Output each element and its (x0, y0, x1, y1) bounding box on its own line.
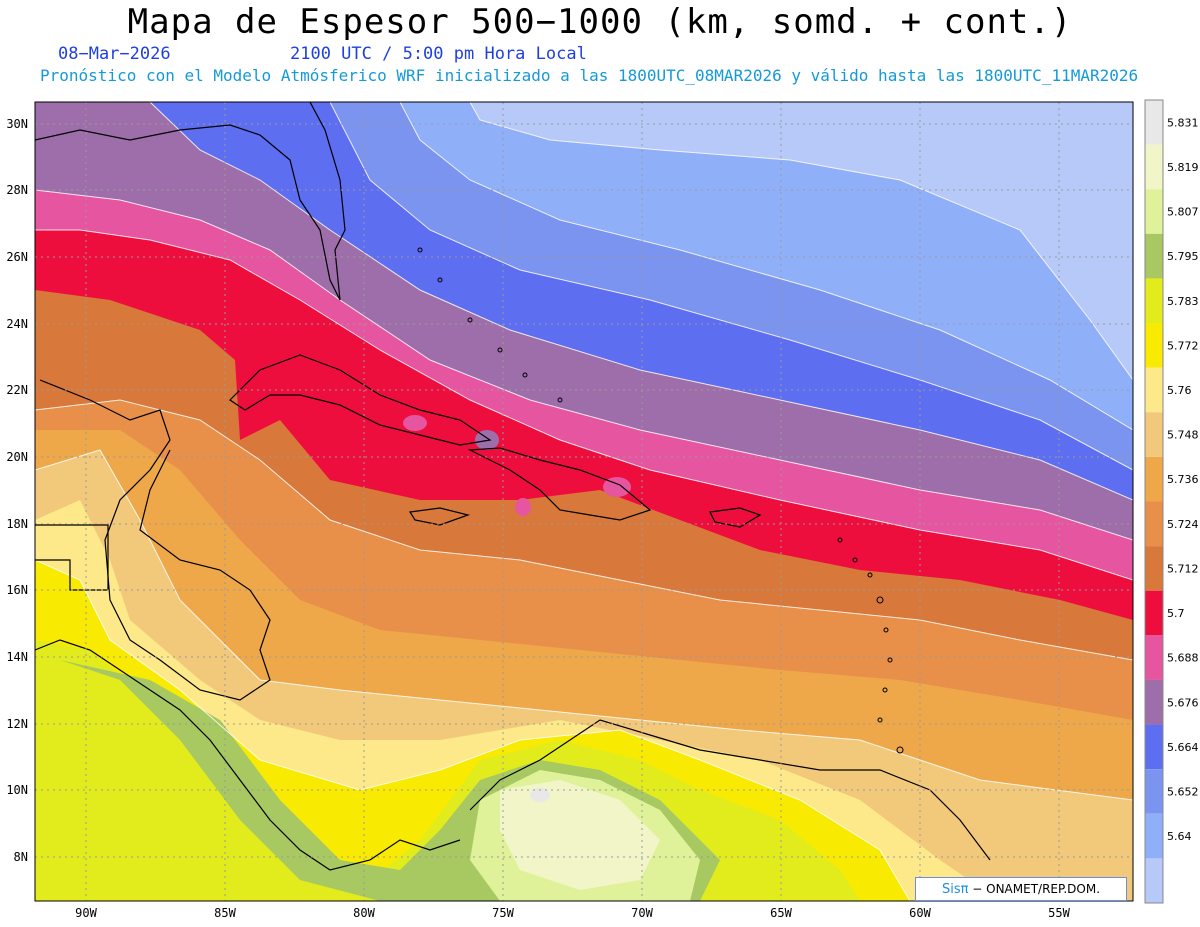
lon-label: 65W (770, 906, 792, 920)
colorbar-swatch (1145, 679, 1163, 725)
lat-label: 12N (6, 717, 28, 731)
colorbar-swatch (1145, 189, 1163, 234)
colorbar-label: 5.736 (1167, 473, 1199, 486)
lon-label: 85W (214, 906, 236, 920)
lon-label: 60W (909, 906, 931, 920)
forecast-subtitle: Pronóstico con el Modelo Atmósferico WRF… (40, 66, 1139, 85)
colorbar-swatch (1145, 635, 1163, 680)
lon-label: 90W (75, 906, 97, 920)
colorbar-swatch (1145, 233, 1163, 279)
lat-label: 24N (6, 317, 28, 331)
colorbar-label: 5.76 (1167, 384, 1192, 397)
colorbar-swatch (1145, 367, 1163, 413)
colorbar-label: 5.664 (1167, 741, 1199, 754)
lon-label: 75W (492, 906, 514, 920)
lon-label: 80W (353, 906, 375, 920)
colorbar-label: 5.724 (1167, 518, 1199, 531)
colorbar-swatch (1145, 590, 1163, 636)
band-5.64 (470, 102, 1133, 380)
map-frame (34, 101, 1134, 902)
lat-label: 16N (6, 583, 28, 597)
colorbar-label: 5.748 (1167, 429, 1199, 442)
colorbar-swatch (1145, 501, 1163, 547)
lat-label: 22N (6, 383, 28, 397)
thickness-fields (35, 102, 1133, 901)
credit-box: Sisπ − ONAMET/REP.DOM. (915, 877, 1127, 901)
band-5.664 (330, 102, 1133, 470)
colorbar-label: 5.64 (1167, 830, 1192, 843)
colorbar-swatch (1145, 858, 1163, 903)
local-max-hispaniola (603, 477, 631, 497)
lat-label: 28N (6, 183, 28, 197)
local-max-jamaica (515, 498, 531, 516)
lesser-antilles (417, 247, 904, 754)
colorbar-swatch (1145, 100, 1163, 145)
colorbar-label: 5.783 (1167, 295, 1199, 308)
lat-label: 20N (6, 450, 28, 464)
lat-label: 18N (6, 517, 28, 531)
colorbar-swatch (1145, 278, 1163, 324)
lat-label: 10N (6, 783, 28, 797)
colorbar-label: 5.7 (1167, 607, 1185, 620)
map-title: Mapa de Espesor 500−1000 (km, somd. + co… (127, 2, 1073, 42)
colorbar-label: 5.688 (1167, 652, 1199, 665)
band-5.819 (500, 780, 660, 890)
lat-label: 14N (6, 650, 28, 664)
lat-label: 8N (14, 850, 28, 864)
colorbar-label: 5.772 (1167, 339, 1199, 352)
colorbar-label: 5.652 (1167, 785, 1199, 798)
band-5.831 (530, 788, 550, 802)
lat-label: 26N (6, 250, 28, 264)
lat-label: 30N (6, 117, 28, 131)
latitude-axis: 30N 28N 26N 24N 22N 20N 18N 16N 14N 12N … (6, 117, 28, 864)
sispi-logo: Sisπ (941, 882, 969, 897)
colorbar-swatch (1145, 144, 1163, 190)
band-5.652 (400, 102, 1133, 430)
colorbar-swatch (1145, 323, 1163, 368)
colorbar-label: 5.676 (1167, 696, 1199, 709)
band-5.7-upper (35, 190, 1133, 580)
colorbar-label: 5.712 (1167, 562, 1199, 575)
colorbar-label: 5.807 (1167, 206, 1199, 219)
colorbar: 5.831 5.819 5.807 5.795 5.783 5.772 5.76 5.748 5… (1144, 99, 1199, 904)
colorbar-label: 5.819 (1167, 161, 1199, 174)
colorbar-label: 5.831 (1167, 116, 1199, 129)
forecast-time: 2100 UTC / 5:00 pm Hora Local (290, 44, 587, 64)
colorbar-swatch (1145, 724, 1163, 770)
band-5.688 (35, 102, 1133, 540)
credit-org: − ONAMET/REP.DOM. (972, 882, 1101, 896)
colorbar-swatch (1145, 456, 1163, 502)
colorbar-swatch (1145, 813, 1163, 859)
local-max-cuba (403, 415, 427, 431)
lon-label: 70W (631, 906, 653, 920)
lat-lon-grid (35, 102, 1133, 901)
colorbar-label: 5.795 (1167, 250, 1199, 263)
lon-label: 55W (1048, 906, 1070, 920)
forecast-date: 08−Mar−2026 (58, 44, 171, 64)
colorbar-swatch (1145, 412, 1163, 457)
colorbar-swatch (1145, 546, 1163, 591)
longitude-axis: 90W 85W 80W 75W 70W 65W 60W 55W (75, 906, 1070, 920)
colorbar-swatch (1145, 769, 1163, 814)
colorbar-frame (1144, 99, 1164, 904)
